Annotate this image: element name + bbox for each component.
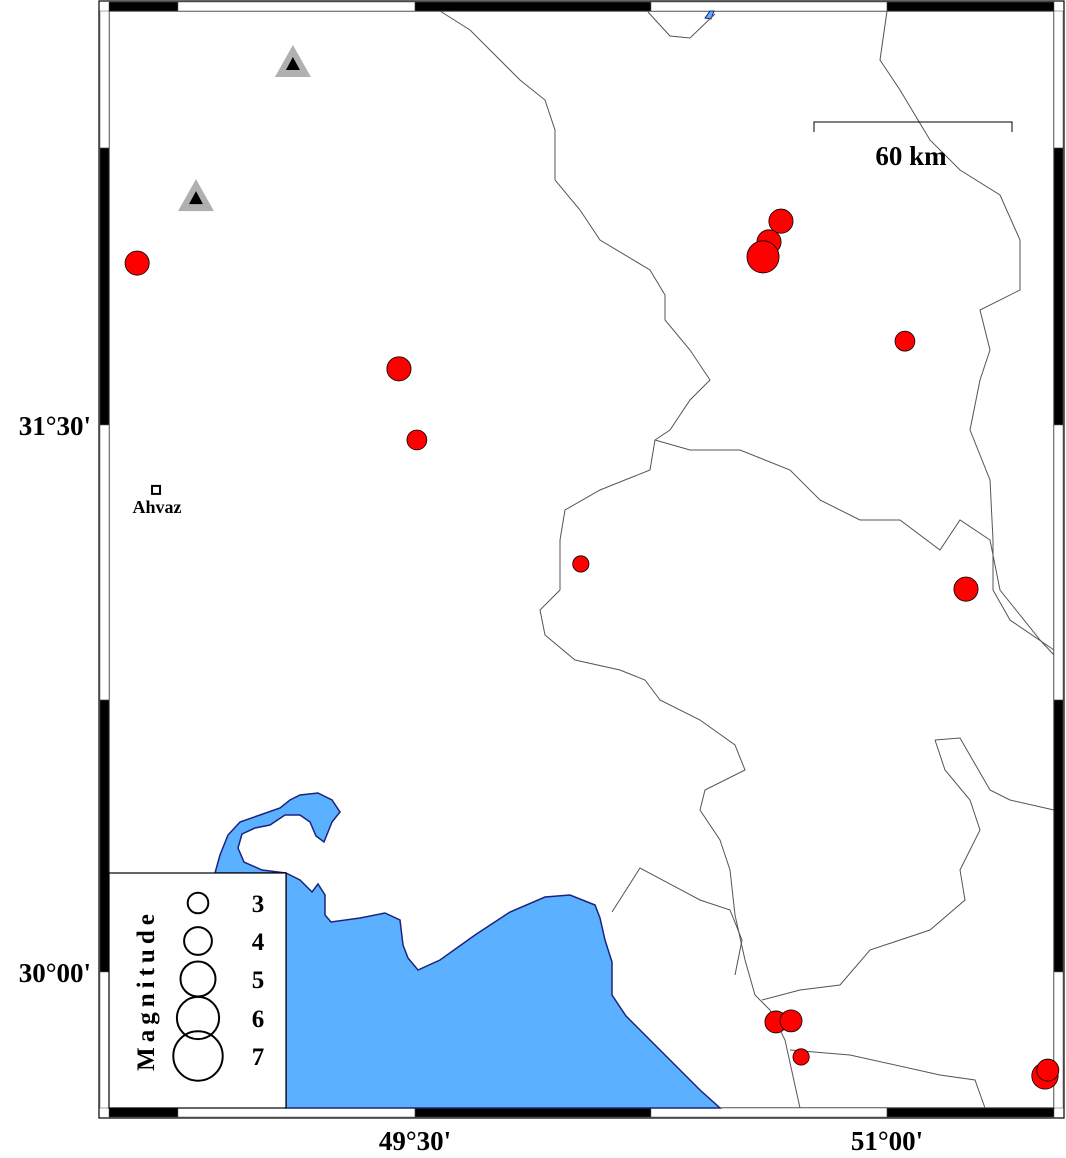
frame-segment bbox=[650, 1, 888, 12]
map-frame bbox=[98, 0, 1065, 1119]
earthquake-marker bbox=[572, 555, 590, 573]
earthquake-marker bbox=[746, 240, 780, 274]
earthquake-marker bbox=[406, 429, 428, 451]
legend-box bbox=[108, 872, 287, 1109]
persian-gulf bbox=[285, 871, 722, 1109]
earthquake-marker bbox=[768, 208, 794, 234]
boundary-line bbox=[789, 1049, 986, 1109]
frame-segment bbox=[99, 971, 110, 1109]
frame-segment bbox=[414, 1107, 652, 1118]
frame-segment bbox=[886, 1107, 1055, 1118]
frame-segment bbox=[1053, 10, 1064, 149]
station-triangle-icon bbox=[285, 56, 300, 70]
earthquake-marker bbox=[894, 330, 916, 352]
boundary-line bbox=[439, 10, 801, 1109]
frame-segment bbox=[99, 147, 110, 426]
earthquake-marker bbox=[953, 576, 979, 602]
city-ahvaz: Ahvaz bbox=[133, 484, 182, 517]
earthquakes bbox=[124, 208, 1060, 1090]
frame-segment bbox=[108, 1, 179, 12]
legend-circle bbox=[175, 995, 221, 1041]
city-marker bbox=[151, 484, 162, 495]
scale-bar-label: 60 km bbox=[875, 141, 947, 171]
scale-bar-line bbox=[813, 121, 1013, 132]
frame-segment bbox=[177, 1, 416, 12]
frame-segment bbox=[177, 1107, 416, 1118]
earthquake-marker bbox=[124, 250, 150, 276]
frame-segment bbox=[1053, 424, 1064, 701]
scale-bar: 60 km bbox=[813, 121, 1013, 171]
frame-segment bbox=[108, 1107, 179, 1118]
magnitude-legend: Magnitude 3 4 5 6 7 bbox=[108, 872, 287, 1109]
legend-label: 7 bbox=[252, 1044, 265, 1071]
lake bbox=[704, 10, 715, 20]
legend-label: 6 bbox=[252, 1006, 265, 1033]
legend-label: 5 bbox=[252, 967, 265, 994]
frame-segment bbox=[886, 1, 1055, 12]
estuary bbox=[214, 792, 341, 874]
frame-outer bbox=[98, 0, 1065, 1119]
earthquake-marker bbox=[386, 356, 412, 382]
frame-segment bbox=[99, 699, 110, 973]
legend-circle bbox=[172, 1030, 224, 1082]
frame-segment bbox=[1053, 971, 1064, 1109]
province-boundaries bbox=[439, 10, 1055, 1109]
boundary-line bbox=[654, 439, 1055, 656]
boundary-line bbox=[647, 11, 716, 39]
legend-circle bbox=[183, 926, 213, 956]
sea-area bbox=[214, 10, 722, 1109]
legend-circle bbox=[186, 891, 210, 915]
y-tick-label: 31°30' bbox=[19, 411, 91, 441]
frame-segment bbox=[414, 1, 652, 12]
boundary-line bbox=[879, 10, 1055, 651]
y-tick-label: 30°00' bbox=[19, 958, 91, 988]
frame-segment bbox=[99, 10, 110, 149]
stations bbox=[177, 44, 311, 212]
city-label: Ahvaz bbox=[133, 497, 182, 517]
boundary-line bbox=[934, 737, 1055, 811]
earthquake-marker bbox=[792, 1048, 810, 1066]
x-tick-label: 49°30' bbox=[379, 1126, 451, 1156]
x-tick-label: 51°00' bbox=[851, 1126, 923, 1156]
station-triangle-icon bbox=[188, 191, 203, 205]
frame-segment bbox=[99, 424, 110, 701]
earthquake-marker bbox=[779, 1009, 803, 1033]
frame-segment bbox=[1053, 699, 1064, 973]
legend-label: 4 bbox=[252, 929, 265, 956]
frame-segment bbox=[1053, 147, 1064, 426]
legend-title: Magnitude bbox=[133, 909, 160, 1071]
axis-labels: 49°30' 51°00' 31°30' 30°00' bbox=[19, 411, 923, 1156]
boundary-line bbox=[761, 739, 981, 1001]
boundary-line bbox=[611, 867, 743, 976]
legend-label: 3 bbox=[252, 891, 265, 918]
frame-segment bbox=[650, 1107, 888, 1118]
earthquake-marker bbox=[1036, 1058, 1060, 1082]
